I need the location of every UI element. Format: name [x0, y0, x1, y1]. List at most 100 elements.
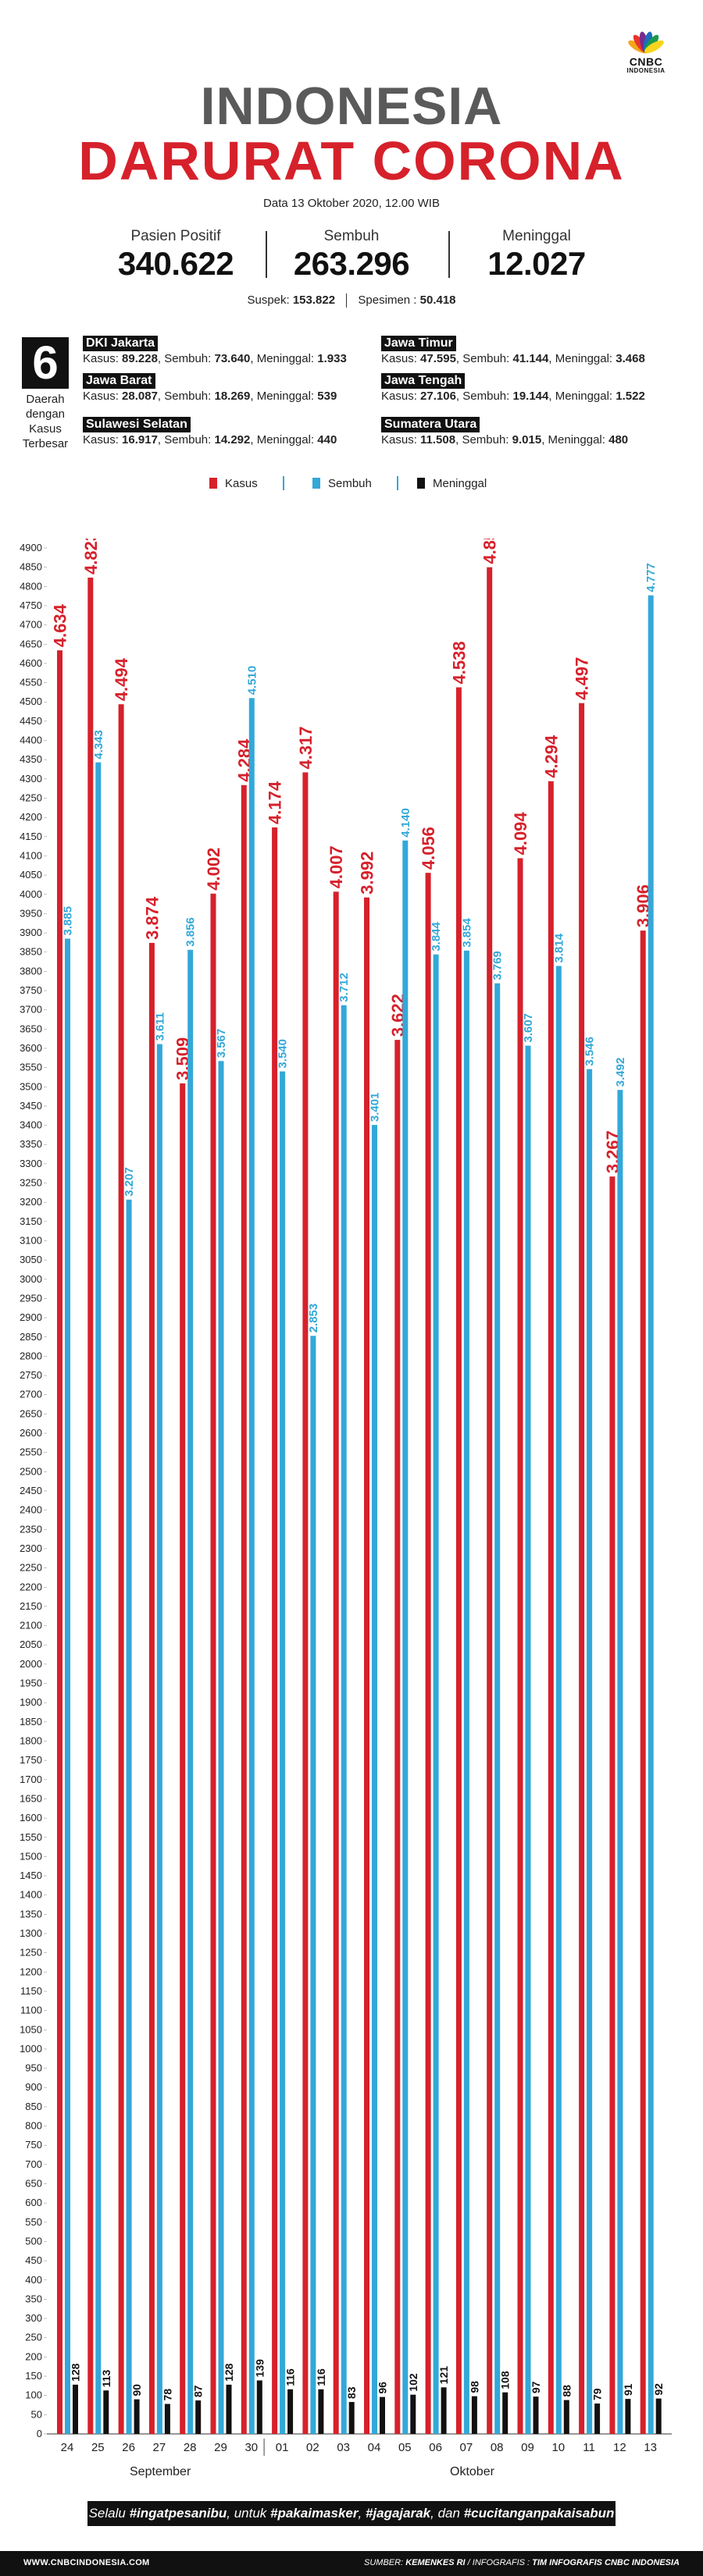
data-label-kasus: 4.497: [573, 657, 592, 700]
page-title-line1: INDONESIA: [200, 76, 503, 136]
data-label-meninggal: 139: [253, 2359, 266, 2378]
bar-kasus: [455, 687, 462, 2434]
data-label-meninggal: 88: [560, 2385, 573, 2397]
y-tick-label: 2500: [20, 1465, 42, 1477]
data-label-kasus: 4.007: [327, 845, 346, 888]
y-tick-label: 2900: [20, 1311, 42, 1323]
bar-sembuh: [248, 698, 255, 2434]
data-label-sembuh: 3.607: [522, 1013, 535, 1043]
bar-kasus: [394, 1040, 401, 2434]
daily-cases-bar-chart: 0501001502002503003504004505005506006507…: [20, 539, 672, 2456]
data-label-sembuh: 3.492: [614, 1058, 627, 1087]
y-tick-label: 1950: [20, 1678, 42, 1689]
region-meninggal: 1.522: [616, 390, 645, 403]
data-label-meninggal: 108: [499, 2371, 512, 2389]
page-title-line2: DARURAT CORONA: [78, 130, 625, 191]
y-tick-label: 250: [25, 2332, 42, 2343]
data-label-kasus: 4.002: [204, 848, 223, 891]
region-stats: Kasus: 16.917, Sembuh: 14.292, Meninggal…: [83, 433, 337, 447]
region-stats: Kasus: 89.228, Sembuh: 73.640, Meninggal…: [83, 352, 347, 365]
region-sembuh: 9.015: [512, 433, 542, 447]
region-meninggal-label: Meninggal:: [256, 390, 315, 403]
region-meninggal-label: Meninggal:: [548, 433, 605, 447]
logo-subtext: INDONESIA: [626, 67, 666, 74]
region-sembuh: 41.144: [512, 352, 549, 365]
bar-meninggal: [471, 2396, 477, 2434]
y-tick-label: 3150: [20, 1215, 42, 1227]
y-tick-label: 150: [25, 2370, 42, 2382]
bar-sembuh: [187, 949, 194, 2434]
bar-sembuh: [280, 1071, 286, 2434]
slogan-mid-2: ,: [358, 2506, 366, 2521]
x-tick-label: 11: [583, 2441, 595, 2454]
logo-text: CNBC: [629, 55, 663, 68]
region-sembuh: 14.292: [214, 433, 251, 447]
bar-meninggal: [103, 2390, 109, 2434]
day-group: 4.174 3.540 116 01: [266, 781, 297, 2454]
y-tick-label: 3200: [20, 1196, 42, 1208]
secondary-stats: Suspek: 153.822 Spesimen : 50.418: [0, 294, 703, 308]
y-tick-label: 3050: [20, 1254, 42, 1265]
bar-sembuh: [341, 1005, 347, 2434]
y-tick-label: 500: [25, 2235, 42, 2247]
x-tick-label: 24: [61, 2441, 74, 2454]
y-tick-label: 750: [25, 2139, 42, 2151]
region-name: Sulawesi Selatan: [83, 417, 191, 432]
y-tick-label: 1800: [20, 1735, 42, 1746]
data-label-sembuh: 4.777: [644, 563, 658, 592]
bar-meninggal: [441, 2387, 447, 2434]
data-label-meninggal: 128: [223, 2363, 235, 2382]
y-tick-label: 4200: [20, 811, 42, 823]
y-tick-label: 3250: [20, 1177, 42, 1189]
y-tick-label: 1150: [20, 1985, 42, 1997]
y-tick-label: 1750: [20, 1754, 42, 1766]
day-group: 4.094 3.607 97 09: [511, 812, 542, 2454]
x-tick-label: 28: [184, 2441, 197, 2454]
y-tick-label: 950: [25, 2062, 42, 2074]
y-tick-label: 350: [25, 2293, 42, 2304]
y-tick-label: 2850: [20, 1331, 42, 1343]
y-tick-label: 4100: [20, 849, 42, 861]
bar-meninggal: [380, 2396, 385, 2434]
y-tick-label: 4450: [20, 715, 42, 727]
data-label-meninggal: 96: [376, 2382, 389, 2394]
y-tick-label: 3800: [20, 965, 42, 977]
y-tick-label: 1600: [20, 1812, 42, 1823]
region-sembuh: 18.269: [214, 390, 251, 403]
bar-kasus: [118, 704, 124, 2434]
y-tick-label: 1350: [20, 1908, 42, 1920]
y-tick-label: 2300: [20, 1542, 42, 1554]
bar-sembuh: [156, 1044, 162, 2434]
bar-meninggal: [348, 2402, 355, 2434]
stat-deaths: Meninggal 12.027: [447, 228, 626, 283]
bar-sembuh: [65, 938, 70, 2434]
data-label-sembuh: 4.140: [399, 808, 412, 838]
bar-sembuh: [402, 840, 409, 2434]
bar-meninggal: [164, 2403, 170, 2434]
y-tick-label: 3450: [20, 1100, 42, 1112]
y-tick-label: 2450: [20, 1485, 42, 1496]
day-group: 4.497 3.546 79 11: [573, 657, 604, 2454]
stat-recovered-value: 263.296: [293, 245, 410, 282]
y-tick-label: 3700: [20, 1004, 42, 1016]
data-label-kasus: 3.874: [142, 896, 162, 940]
region-entry: Jawa Tengah Kasus: 27.106, Sembuh: 19.144…: [381, 373, 694, 404]
region-kasus-label: Kasus:: [381, 352, 417, 365]
x-tick-label: 26: [122, 2441, 135, 2454]
data-label-meninggal: 128: [70, 2363, 82, 2382]
bar-meninggal: [655, 2398, 662, 2434]
y-tick-label: 3550: [20, 1062, 42, 1073]
bar-meninggal: [226, 2384, 232, 2434]
bar-meninggal: [256, 2380, 262, 2434]
data-label-meninggal: 92: [652, 2383, 665, 2396]
legend-kasus-label: Kasus: [225, 477, 258, 490]
y-tick-label: 4900: [20, 542, 42, 553]
y-tick-label: 1100: [20, 2005, 42, 2016]
day-group: 4.634 3.885 128 24: [51, 603, 82, 2454]
suspek-value: 153.822: [292, 294, 336, 307]
region-entry: Jawa Timur Kasus: 47.595, Sembuh: 41.144,…: [381, 336, 694, 367]
y-tick-label: 3500: [20, 1080, 42, 1092]
slogan-mid-1: , untuk: [227, 2506, 271, 2521]
